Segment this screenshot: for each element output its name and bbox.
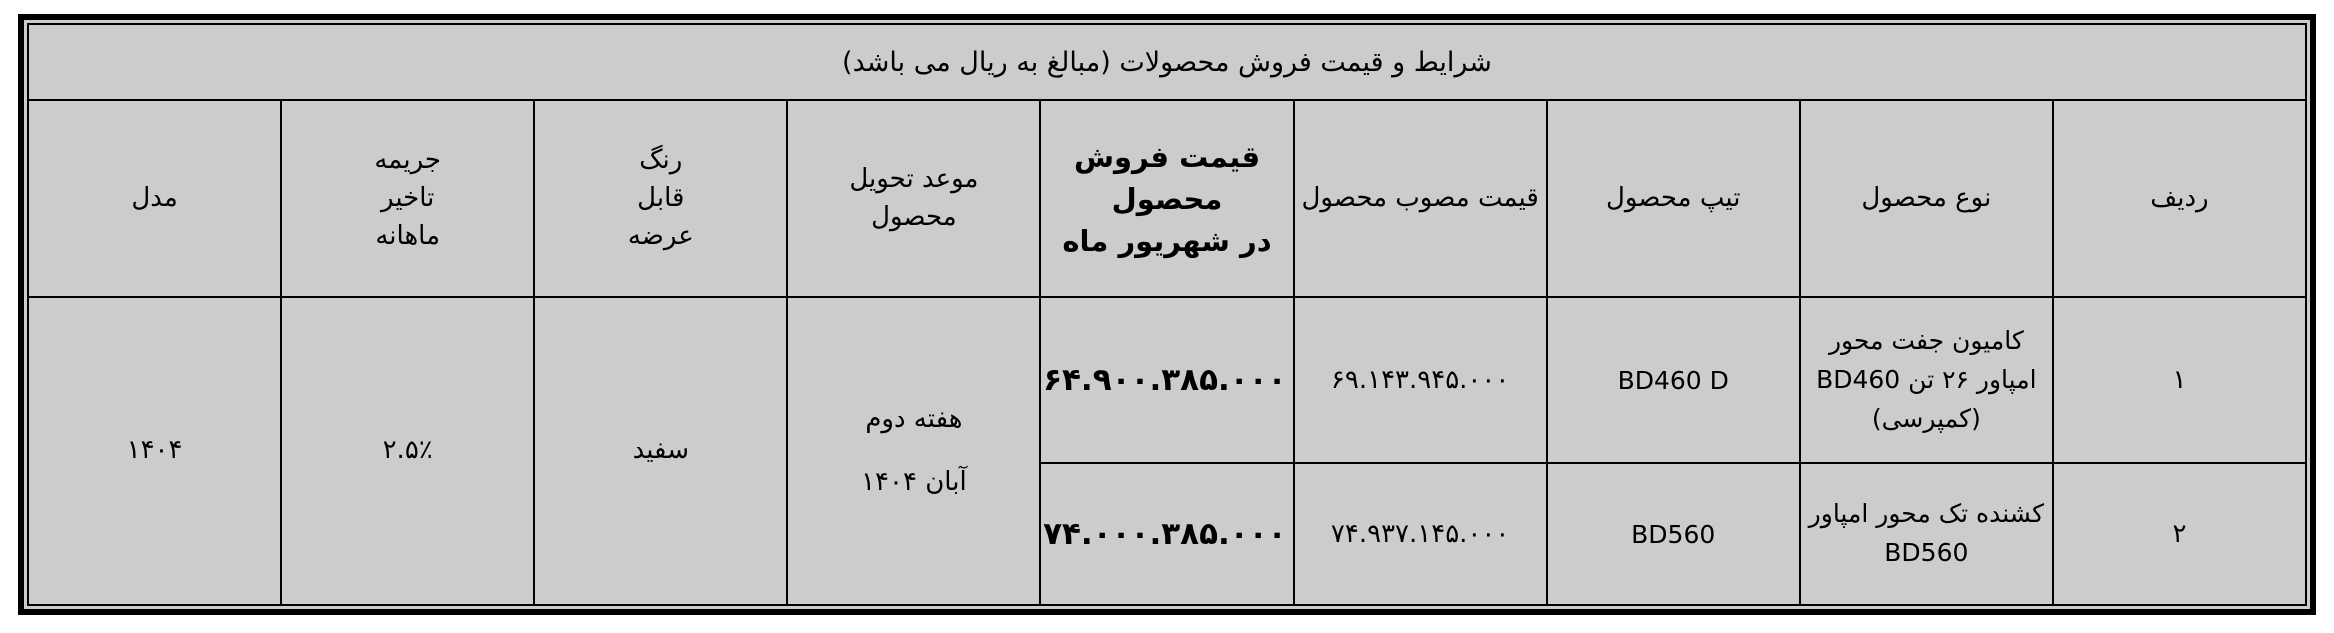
row-1-product-name: کامیون جفت محور امپاور ۲۶ تن BD460 (کمپر… bbox=[1798, 296, 2054, 465]
row-1-sale-price: ۶۴.۹۰۰.۳۸۵.۰۰۰ bbox=[1039, 296, 1295, 465]
header-late-penalty: جریمه تاخیر ماهانه bbox=[280, 99, 536, 299]
header-delivery-date: موعد تحویل محصول bbox=[786, 99, 1042, 299]
header-delivery-line2: محصول bbox=[871, 201, 957, 232]
table-row: ۱ کامیون جفت محور امپاور ۲۶ تن BD460 (کم… bbox=[26, 296, 2308, 606]
row-1-product-type: BD460 D bbox=[1545, 296, 1801, 465]
header-delivery-line1: موعد تحویل bbox=[849, 164, 979, 195]
row-1-radif: ۱ bbox=[2051, 296, 2308, 465]
table-outer-frame: شرایط و قیمت فروش محصولات (مبالغ به ریال… bbox=[18, 14, 2316, 615]
header-penalty-line1: جریمه bbox=[374, 145, 441, 176]
merged-delivery-line1: هفته دوم bbox=[865, 403, 963, 434]
header-color-line3: عرضه bbox=[627, 220, 694, 251]
row-2-product-name: کشنده تک محور امپاور BD560 bbox=[1798, 462, 2054, 606]
row-1-product-name-line1: کامیون جفت محور امپاور ۲۶ تن BD460 bbox=[1816, 326, 2037, 394]
row-2-approved-price: ۷۴.۹۳۷.۱۴۵.۰۰۰ bbox=[1292, 462, 1548, 606]
header-available-color: رنگ قابل عرضه bbox=[533, 99, 789, 299]
merged-late-penalty: ۲.۵٪ bbox=[280, 296, 536, 606]
product-price-table: شرایط و قیمت فروش محصولات (مبالغ به ریال… bbox=[26, 22, 2308, 606]
header-penalty-line2: تاخیر bbox=[380, 182, 435, 213]
header-color-line2: قابل bbox=[637, 182, 685, 213]
header-model: مدل bbox=[26, 99, 283, 299]
header-penalty-line3: ماهانه bbox=[375, 220, 441, 251]
header-sale-price: قیمت فروش محصول در شهریور ماه bbox=[1039, 99, 1295, 299]
table-title-row: شرایط و قیمت فروش محصولات (مبالغ به ریال… bbox=[27, 22, 2307, 102]
header-product-name: نوع محصول bbox=[1798, 99, 2054, 299]
row-1-approved-price: ۶۹.۱۴۳.۹۴۵.۰۰۰ bbox=[1292, 296, 1548, 465]
header-radif: ردیف bbox=[2051, 99, 2308, 299]
merged-model: ۱۴۰۴ bbox=[26, 296, 283, 606]
row-2-product-type: BD560 bbox=[1545, 462, 1801, 606]
header-sale-price-line1: قیمت فروش محصول bbox=[1073, 139, 1261, 216]
table-header-row: ردیف نوع محصول تیپ محصول قیمت مصوب محصول… bbox=[26, 99, 2308, 299]
header-product-type: تیپ محصول bbox=[1545, 99, 1801, 299]
row-1-product-name-line2: (کمپرسی) bbox=[1871, 403, 1981, 433]
header-approved-price: قیمت مصوب محصول bbox=[1292, 99, 1548, 299]
header-sale-price-line2: در شهریور ماه bbox=[1062, 223, 1272, 258]
table-row: ۲ کشنده تک محور امپاور BD560 BD560 ۷۴.۹۳… bbox=[28, 462, 2308, 606]
row-2-sale-price: ۷۴.۰۰۰.۳۸۵.۰۰۰ bbox=[1039, 462, 1295, 606]
merged-available-color: سفید bbox=[533, 296, 789, 606]
merged-delivery-line2: آبان ۱۴۰۴ bbox=[861, 467, 967, 498]
table-title: شرایط و قیمت فروش محصولات (مبالغ به ریال… bbox=[27, 22, 2307, 102]
header-color-line1: رنگ bbox=[639, 145, 683, 176]
merged-delivery-date: هفته دوم آبان ۱۴۰۴ bbox=[786, 296, 1042, 606]
row-2-radif: ۲ bbox=[2051, 462, 2308, 606]
